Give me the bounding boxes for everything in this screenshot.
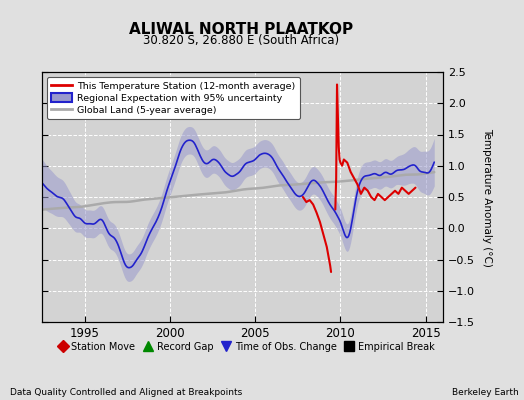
Text: Data Quality Controlled and Aligned at Breakpoints: Data Quality Controlled and Aligned at B…	[10, 388, 243, 397]
Text: 30.820 S, 26.880 E (South Africa): 30.820 S, 26.880 E (South Africa)	[143, 34, 339, 47]
Text: Berkeley Earth: Berkeley Earth	[452, 388, 519, 397]
Y-axis label: Temperature Anomaly (°C): Temperature Anomaly (°C)	[482, 128, 492, 266]
Text: ALIWAL NORTH PLAATKOP: ALIWAL NORTH PLAATKOP	[129, 22, 353, 37]
Legend: This Temperature Station (12-month average), Regional Expectation with 95% uncer: This Temperature Station (12-month avera…	[47, 77, 300, 119]
Legend: Station Move, Record Gap, Time of Obs. Change, Empirical Break: Station Move, Record Gap, Time of Obs. C…	[54, 338, 439, 356]
